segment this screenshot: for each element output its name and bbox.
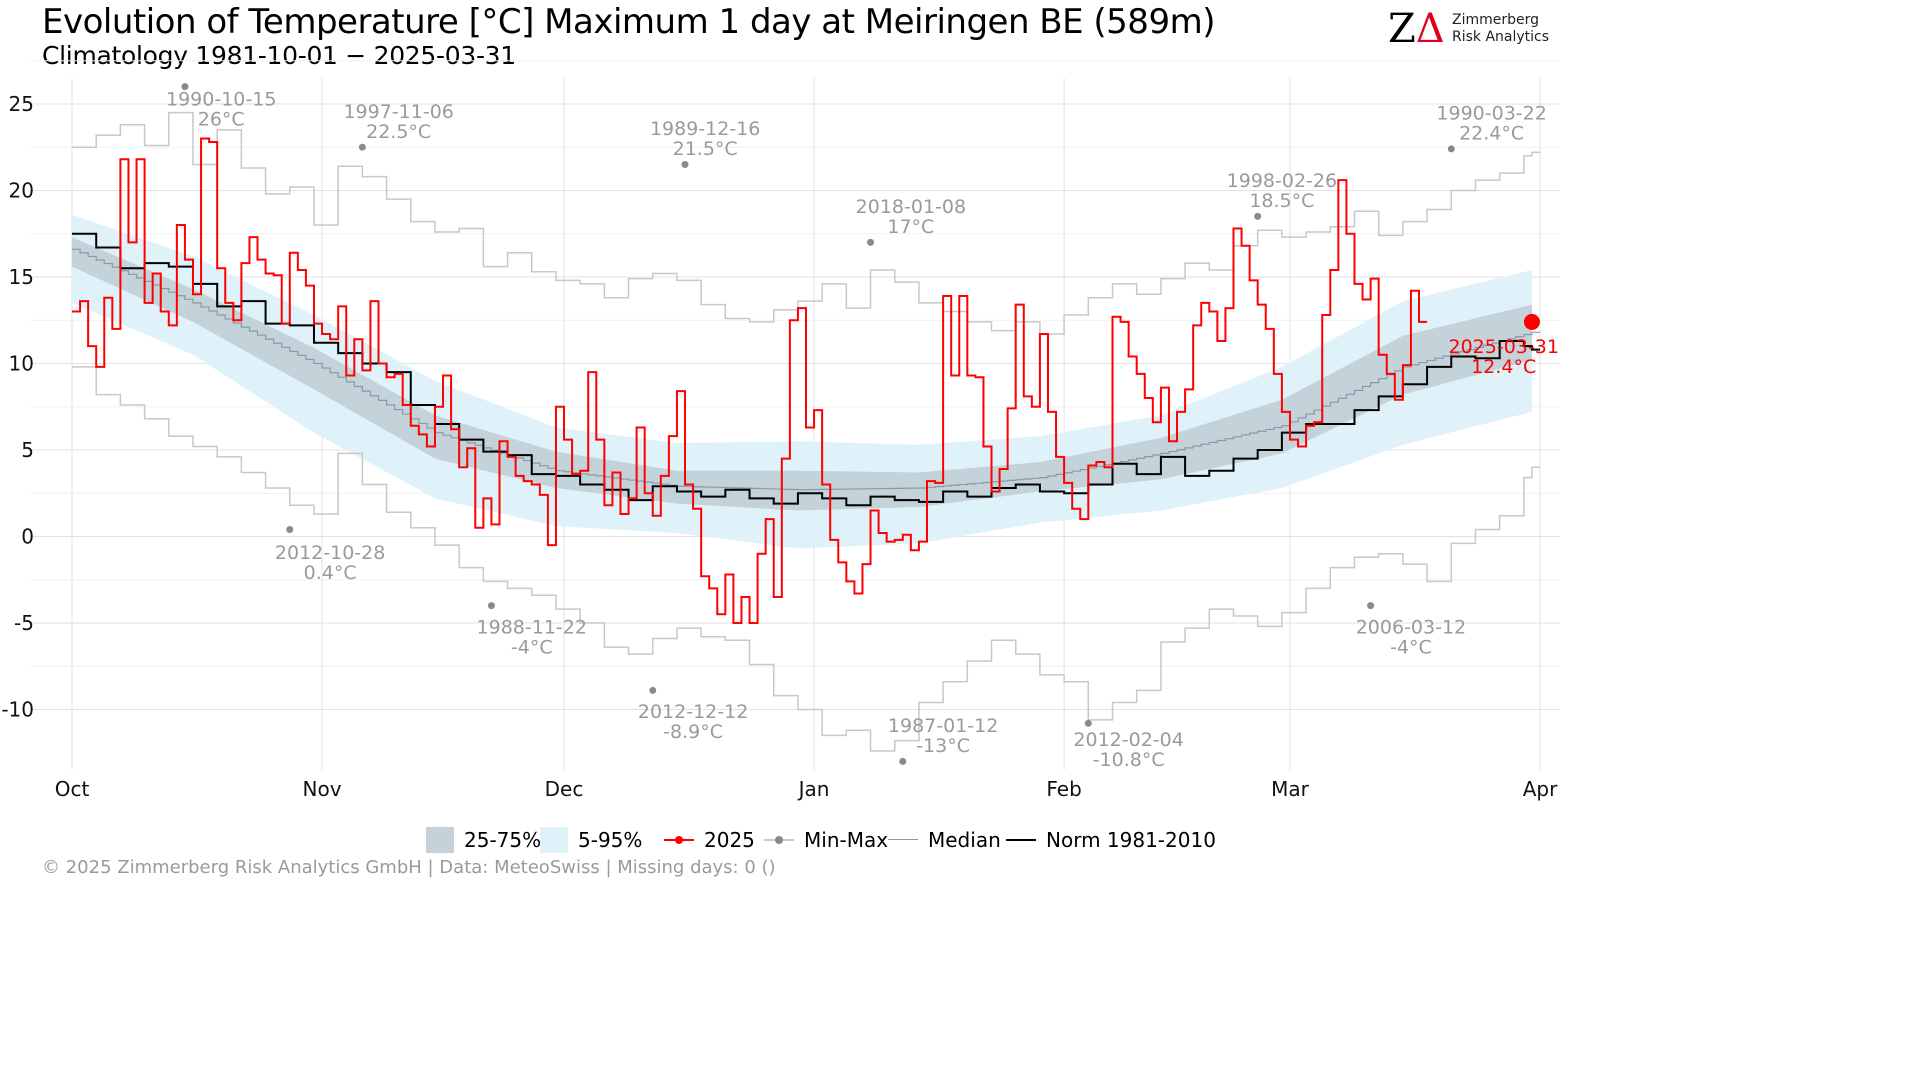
legend-key-band25_75 <box>426 827 454 853</box>
legend-item-band5_95: 5-95% <box>540 824 642 856</box>
x-tick-label: Oct <box>55 777 90 801</box>
record-point <box>181 83 189 91</box>
annotation-value: 12.4°C <box>1471 356 1536 378</box>
median-series-line <box>72 248 1540 491</box>
logo-text: Zimmerberg Risk Analytics <box>1452 12 1549 46</box>
max-series-line <box>72 111 1540 335</box>
legend-key-band5_95 <box>540 827 568 853</box>
legend-item-norm: Norm 1981-2010 <box>1006 824 1216 856</box>
chart-title: Evolution of Temperature [°C] Maximum 1 … <box>42 2 1215 42</box>
annotation-value: -10.8°C <box>1093 749 1165 771</box>
legend-item-median: Median <box>888 824 1001 856</box>
latest-value-point <box>1523 313 1540 330</box>
record-point <box>899 757 907 765</box>
legend-label: 5-95% <box>578 828 643 852</box>
x-tick-label: Mar <box>1271 777 1310 801</box>
legend-label: Norm 1981-2010 <box>1046 828 1216 852</box>
footer-credit: © 2025 Zimmerberg Risk Analytics GmbH | … <box>42 857 776 878</box>
logo-line-1: Zimmerberg <box>1452 12 1540 28</box>
record-point <box>681 161 689 168</box>
x-tick-label: Apr <box>1523 777 1558 801</box>
y-tick-label: -10 <box>1 697 34 721</box>
min-series-line <box>72 366 1540 752</box>
annotation-date: 1989-12-16 <box>650 118 760 140</box>
annotation-date: 1990-10-15 <box>166 89 276 111</box>
legend: 25-75% 5-95% 2025 Min-Max Median Norm 1981-20… <box>0 824 1568 856</box>
legend-key-minmax <box>764 827 794 853</box>
annotation-date: 1987-01-12 <box>888 715 998 737</box>
annotation-value: 26°C <box>198 109 245 131</box>
annotation-date: 2006-03-12 <box>1356 616 1466 638</box>
legend-key-norm <box>1006 827 1036 853</box>
logo-mark-icon: ZΔ <box>1388 6 1445 52</box>
annotation-value: 22.4°C <box>1459 123 1524 145</box>
annotation-value: 18.5°C <box>1249 190 1314 212</box>
annotation-value: 22.5°C <box>366 121 431 143</box>
legend-item-obs2025: 2025 <box>664 824 755 856</box>
logo-line-2: Risk Analytics <box>1452 29 1550 45</box>
annotation-value: 17°C <box>887 216 934 238</box>
annotation-date: 2018-01-08 <box>856 196 966 218</box>
record-point <box>1084 719 1092 727</box>
annotation-date: 1990-03-22 <box>1436 103 1546 125</box>
percentile-bands <box>72 214 1532 549</box>
annotation-date: 2025-03-31 <box>1448 336 1558 358</box>
y-tick-label: 25 <box>9 92 34 116</box>
legend-label: Median <box>928 828 1001 852</box>
legend-item-band25_75: 25-75% <box>426 824 541 856</box>
y-tick-label: 15 <box>9 265 34 289</box>
annotation-date: 2012-02-04 <box>1073 729 1183 751</box>
legend-label: Min-Max <box>804 828 889 852</box>
annotation-value: 21.5°C <box>673 138 738 160</box>
record-point <box>1447 145 1455 153</box>
chart-subtitle: Climatology 1981-10-01 − 2025-03-31 <box>42 41 516 70</box>
series-2025-line <box>72 137 1428 624</box>
legend-label: 2025 <box>704 828 755 852</box>
zimmerberg-logo: ZΔ Zimmerberg Risk Analytics <box>1388 6 1558 52</box>
record-point <box>286 526 294 534</box>
band-25-75 <box>72 237 1532 511</box>
x-tick-label: Feb <box>1046 777 1081 801</box>
annotation-value: -4°C <box>1390 636 1432 658</box>
annotation-date: 2012-10-28 <box>275 542 385 564</box>
y-tick-label: -5 <box>14 611 34 635</box>
axis-labels: -10 -5 0 5 10 15 20 25 Oct Nov Dec Jan Feb Mar Apr <box>1 92 1558 801</box>
legend-key-obs2025 <box>664 827 694 853</box>
record-point <box>1367 602 1375 610</box>
series-lines <box>72 111 1540 752</box>
x-tick-label: Nov <box>303 777 342 801</box>
record-point <box>649 686 657 694</box>
annotation-date: 1998-02-26 <box>1227 170 1337 192</box>
annotation-value: -8.9°C <box>663 721 723 743</box>
y-tick-label: 20 <box>9 178 34 202</box>
annotation-date: 1997-11-06 <box>343 101 453 123</box>
legend-item-minmax: Min-Max <box>764 824 888 856</box>
record-point <box>867 238 875 246</box>
annotation-value: -13°C <box>916 735 970 757</box>
annotation-value: -4°C <box>511 636 553 658</box>
x-tick-label: Dec <box>545 777 584 801</box>
record-point <box>487 602 495 610</box>
legend-key-median <box>888 827 918 853</box>
record-point <box>1254 212 1262 220</box>
annotation-value: 0.4°C <box>304 562 357 584</box>
y-tick-label: 0 <box>21 524 34 548</box>
y-tick-label: 5 <box>21 438 34 462</box>
record-point <box>358 143 366 151</box>
annotation-date: 1988-11-22 <box>477 616 587 638</box>
y-tick-label: 10 <box>9 351 34 375</box>
annotation-date: 2012-12-12 <box>638 701 748 723</box>
legend-label: 25-75% <box>464 828 542 852</box>
x-tick-label: Jan <box>797 777 830 801</box>
